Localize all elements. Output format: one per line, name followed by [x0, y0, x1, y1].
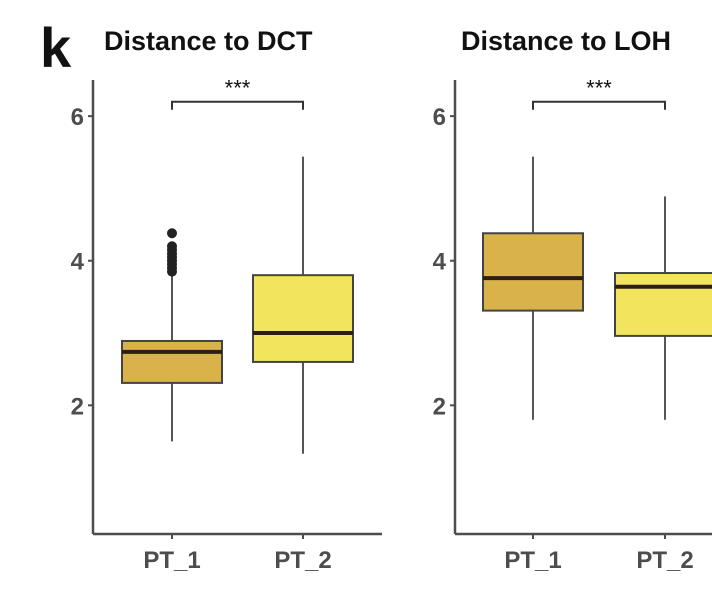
significance-bracket: [532, 100, 666, 110]
box-pt-2: [614, 196, 712, 420]
box-iqr: [121, 339, 223, 384]
y-tick-label: 6: [433, 104, 446, 131]
significance-label: ***: [225, 76, 251, 101]
y-tick-label: 4: [433, 249, 447, 276]
y-tick-label: 2: [71, 393, 84, 420]
panel-distance-to-dct: Distance to DCT 2 4 6 PT_1 PT_2 ***: [71, 26, 382, 574]
box-pt-2: [252, 156, 354, 454]
y-tick-label: 4: [71, 249, 85, 276]
chart-title: Distance to LOH: [461, 26, 671, 56]
y-tick-label: 6: [71, 104, 84, 131]
box-iqr: [482, 232, 584, 312]
outlier-point: [167, 241, 177, 252]
panel-distance-to-loh: Distance to LOH 2 4 6 PT_1 PT_2 ***: [433, 26, 712, 574]
box-pt-1: [121, 228, 223, 442]
x-tick-label: PT_1: [143, 547, 200, 574]
box-iqr: [252, 274, 354, 363]
y-tick-label: 2: [433, 393, 446, 420]
significance-label: ***: [586, 76, 612, 101]
significance-bracket: [171, 100, 304, 110]
chart-title: Distance to DCT: [104, 26, 313, 56]
outlier-point: [167, 228, 177, 239]
x-tick-label: PT_2: [274, 547, 331, 574]
x-tick-label: PT_2: [636, 547, 693, 574]
x-tick-label: PT_1: [504, 547, 561, 574]
box-iqr: [614, 272, 712, 337]
box-pt-1: [482, 156, 584, 420]
panel-letter: k: [40, 16, 72, 79]
